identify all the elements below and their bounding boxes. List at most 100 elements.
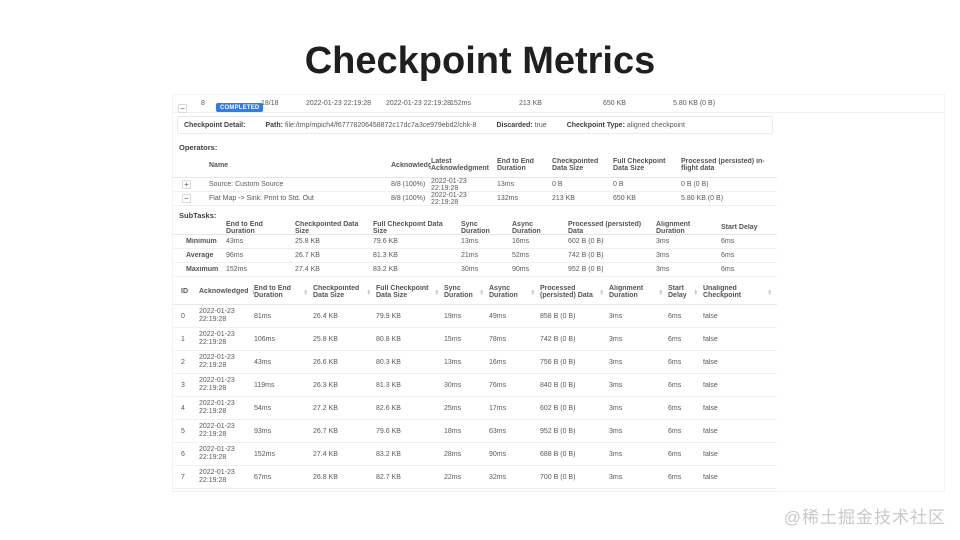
sort-icon[interactable]: ▲ ▼ — [693, 287, 698, 296]
subtask-id: 0 — [181, 312, 185, 320]
subtasks-summary-body: Minimum 43ms 25.8 KB 79.6 KB 13ms 16ms 6… — [173, 235, 777, 277]
sortable-column-header[interactable]: Processed (persisted) Data ▲ ▼ — [540, 285, 609, 299]
subtask-align: 3ms — [609, 473, 623, 481]
subtask-acknowledged: 2022-01-23 22:19:28 — [199, 354, 254, 370]
column-header-label: Acknowledged — [199, 288, 249, 295]
summary-e2e: 43ms — [226, 238, 244, 245]
sort-icon[interactable]: ▲ ▼ — [599, 287, 604, 296]
subtask-align: 3ms — [609, 450, 623, 458]
subtask-id: 3 — [181, 381, 185, 389]
subtask-e2e: 54ms — [254, 404, 272, 412]
sortable-column-header[interactable]: Full Checkpoint Data Size ▲ ▼ — [376, 285, 444, 299]
operator-e2e-duration: 132ms — [497, 195, 519, 202]
subtask-ack-time: 22:19:28 — [199, 431, 227, 438]
sortable-column-header[interactable]: Async Duration ▲ ▼ — [489, 285, 540, 299]
path-value: file:/tmp/mpich4/f67778206458872c17dc7a3… — [284, 121, 477, 129]
column-header-label: Alignment Duration — [609, 284, 644, 299]
operator-name: Source: Custom Source — [209, 181, 284, 188]
column-header-label: Start Delay — [668, 284, 687, 299]
subtask-ckpt: 26.8 KB — [313, 473, 338, 481]
page-title: Checkpoint Metrics — [304, 40, 656, 82]
id-column-header: ID — [181, 288, 188, 295]
subtask-row: 3 2022-01-23 22:19:28 119ms 26.3 KB 81.3… — [173, 374, 777, 397]
subtask-processed: 952 B (0 B) — [540, 427, 576, 435]
summary-e2e: 152ms — [226, 266, 248, 273]
summary-column-header: Alignment Duration — [656, 220, 691, 235]
collapse-row-icon[interactable]: − — [178, 104, 187, 113]
operator-name: Flat Map -> Sink: Print to Std. Out — [209, 195, 314, 202]
subtask-ack-time: 22:19:28 — [199, 454, 227, 461]
sortable-column-header[interactable]: End to End Duration ▲ ▼ — [254, 285, 313, 299]
column-header-label: Processed (persisted) Data — [540, 284, 593, 299]
acknowledged-count: 18/18 — [261, 100, 279, 107]
subtask-align: 3ms — [609, 312, 623, 320]
column-header-label: Full Checkpoint Data Size — [376, 284, 429, 299]
subtask-align: 3ms — [609, 358, 623, 366]
subtask-e2e: 93ms — [254, 427, 272, 435]
subtask-full: 82.7 KB — [376, 473, 401, 481]
operator-toggle-icon[interactable]: + — [182, 180, 191, 189]
summary-delay: 6ms — [721, 238, 735, 245]
subtask-processed: 840 B (0 B) — [540, 381, 576, 389]
sort-icon[interactable]: ▲ ▼ — [251, 288, 254, 295]
sort-icon[interactable]: ▲ ▼ — [658, 287, 663, 296]
subtask-row: 5 2022-01-23 22:19:28 93ms 26.7 KB 79.6 … — [173, 420, 777, 443]
subtask-full: 80.3 KB — [376, 358, 401, 366]
sortable-column-header[interactable]: Checkpointed Data Size ▲ ▼ — [313, 285, 376, 299]
subtask-ckpt: 27.2 KB — [313, 404, 338, 412]
subtask-unaligned: false — [703, 335, 718, 343]
operators-column-header: Processed (persisted) in-flight data — [681, 158, 765, 172]
operators-column-header: Latest Acknowledgment — [431, 158, 489, 172]
subtask-e2e: 67ms — [254, 473, 272, 481]
watermark: @稀土掘金技术社区 — [783, 508, 946, 527]
path-label: Path: — [265, 121, 283, 129]
subtask-async: 17ms — [489, 404, 507, 412]
sort-icon[interactable]: ▲ ▼ — [530, 287, 535, 296]
column-header-label: Async Duration — [489, 284, 518, 299]
subtask-ack-date: 2022-01-23 — [199, 377, 235, 384]
sort-icon[interactable]: ▲ ▼ — [303, 287, 308, 296]
summary-processed: 602 B (0 B) — [568, 238, 604, 245]
column-header-label: Checkpointed Data Size — [313, 284, 360, 299]
summary-column-header: Processed (persisted) Data — [568, 220, 642, 235]
sort-icon[interactable]: ▲ ▼ — [479, 287, 484, 296]
subtask-async: 16ms — [489, 358, 507, 366]
column-header-label: End to End Duration — [254, 284, 291, 299]
summary-row-label: Maximum — [186, 266, 219, 273]
subtasks-section-label: SubTasks: — [179, 211, 217, 220]
subtask-ack-date: 2022-01-23 — [199, 446, 235, 453]
summary-async: 52ms — [512, 252, 530, 259]
subtask-async: 90ms — [489, 450, 507, 458]
operator-toggle-icon[interactable]: − — [182, 194, 191, 203]
summary-column-header: Full Checkpoint Data Size — [373, 220, 443, 235]
summary-e2e: 96ms — [226, 252, 244, 259]
sortable-column-header[interactable]: Acknowledged ▲ ▼ — [199, 288, 254, 295]
subtask-acknowledged: 2022-01-23 22:19:28 — [199, 423, 254, 439]
summary-align: 3ms — [656, 266, 670, 273]
subtasks-detail-body: 0 2022-01-23 22:19:28 81ms 26.4 KB 79.9 … — [173, 305, 777, 489]
subtask-id: 5 — [181, 427, 185, 435]
sortable-column-header[interactable]: Alignment Duration ▲ ▼ — [609, 285, 668, 299]
summary-delay: 6ms — [721, 266, 735, 273]
summary-ckpt: 27.4 KB — [295, 266, 320, 273]
operator-ckpt-size: 0 B — [552, 181, 563, 188]
sort-icon[interactable]: ▲ ▼ — [434, 287, 439, 296]
checkpointed-data-size: 213 KB — [519, 100, 542, 107]
sort-icon[interactable]: ▲ ▼ — [366, 287, 371, 296]
summary-processed: 742 B (0 B) — [568, 252, 604, 259]
sort-icon[interactable]: ▲ ▼ — [767, 287, 772, 296]
subtask-align: 3ms — [609, 381, 623, 389]
checkpoint-detail-bar: Checkpoint Detail: Path: file:/tmp/mpich… — [177, 116, 773, 134]
operator-e2e-duration: 13ms — [497, 181, 515, 188]
sortable-column-header[interactable]: Start Delay ▲ ▼ — [668, 285, 703, 299]
subtask-processed: 700 B (0 B) — [540, 473, 576, 481]
subtask-unaligned: false — [703, 358, 718, 366]
subtask-id: 7 — [181, 473, 185, 481]
operator-row: − Flat Map -> Sink: Print to Std. Out 8/… — [173, 192, 777, 206]
operator-full-size: 0 B — [613, 181, 624, 188]
summary-column-header: Async Duration — [512, 220, 541, 235]
operators-column-header: Name — [209, 161, 229, 169]
sortable-column-header[interactable]: Sync Duration ▲ ▼ — [444, 285, 489, 299]
sortable-column-header[interactable]: Unaligned Checkpoint ▲ ▼ — [703, 285, 777, 299]
subtask-processed: 742 B (0 B) — [540, 335, 576, 343]
